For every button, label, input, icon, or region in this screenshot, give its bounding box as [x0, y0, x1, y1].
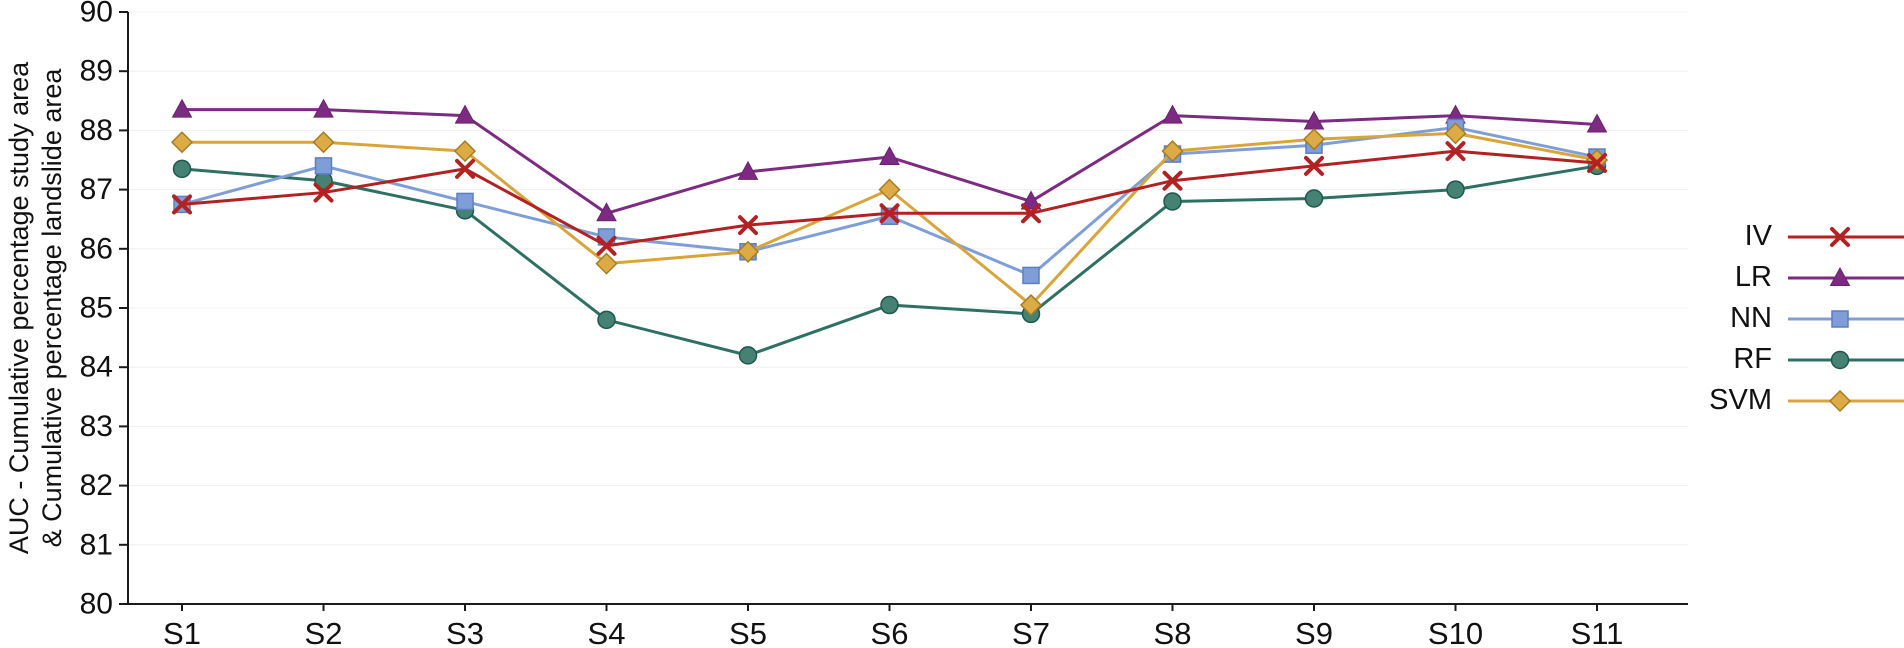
x-tick-label: S5 [729, 616, 767, 648]
x-tick-label: S6 [871, 616, 909, 648]
y-tick-label: 85 [80, 292, 113, 325]
legend-triangle-marker-icon [1788, 266, 1904, 286]
x-tick-label: S7 [1012, 616, 1050, 648]
x-tick-label: S1 [163, 616, 201, 648]
series-iv [172, 141, 1607, 256]
y-tick-label: 89 [80, 55, 113, 88]
y-tick-label: 88 [80, 114, 113, 147]
legend-diamond-marker-icon [1788, 389, 1904, 412]
x-tick-label: S9 [1295, 616, 1333, 648]
x-tick-label: S2 [305, 616, 343, 648]
legend-item-svm: SVM [1690, 380, 1904, 421]
legend-square-marker-icon [1788, 309, 1904, 328]
legend-item-lr: LR [1690, 257, 1904, 298]
y-tick-label: 82 [80, 469, 113, 502]
legend-item-rf: RF [1690, 339, 1904, 380]
legend-label-lr: LR [1734, 261, 1772, 293]
legend-label-rf: RF [1733, 343, 1772, 375]
legend-item-nn: NN [1690, 298, 1904, 339]
series-lr [171, 98, 1608, 222]
legend-item-iv: IV [1690, 216, 1904, 257]
legend-label-svm: SVM [1709, 384, 1772, 416]
y-tick-label: 84 [80, 351, 113, 384]
y-tick-label: 81 [80, 528, 113, 561]
y-tick-label: 83 [80, 410, 113, 443]
y-tick-label: 90 [80, 0, 113, 29]
x-tick-label: S10 [1428, 616, 1483, 648]
x-tick-label: S8 [1154, 616, 1192, 648]
legend-x-marker-icon [1788, 226, 1904, 247]
x-tick-label: S4 [588, 616, 626, 648]
legend-circle-marker-icon [1788, 350, 1904, 369]
series-nn [173, 118, 1606, 285]
y-tick-label: 86 [80, 232, 113, 265]
legend-label-iv: IV [1744, 220, 1772, 252]
x-tick-label: S3 [446, 616, 484, 648]
y-tick-label: 80 [80, 588, 113, 621]
legend-label-nn: NN [1730, 302, 1772, 334]
legend: IV LR NN RF SVM [1690, 216, 1904, 421]
y-tick-label: 87 [80, 173, 113, 206]
x-tick-label: S11 [1571, 616, 1624, 648]
